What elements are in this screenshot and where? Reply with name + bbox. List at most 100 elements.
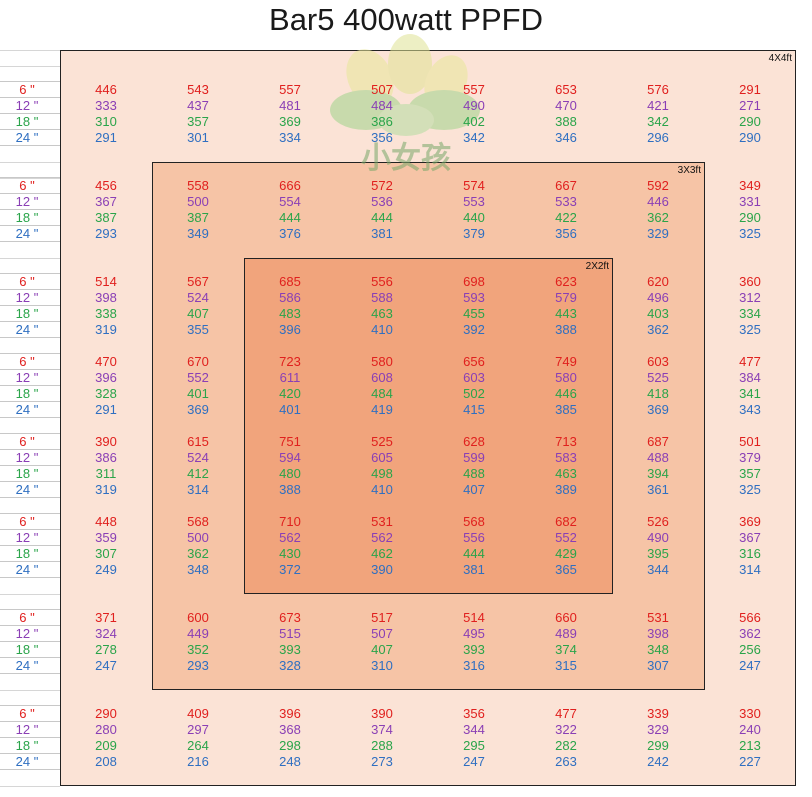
ppfd-value: 749 bbox=[555, 354, 577, 369]
ppfd-value: 319 bbox=[95, 322, 117, 337]
ppfd-value: 490 bbox=[647, 530, 669, 545]
ppfd-value: 524 bbox=[187, 450, 209, 465]
ppfd-value: 384 bbox=[739, 370, 761, 385]
ppfd-value: 365 bbox=[555, 562, 577, 577]
ppfd-value: 446 bbox=[647, 194, 669, 209]
ppfd-value: 496 bbox=[647, 290, 669, 305]
ppfd-value: 723 bbox=[279, 354, 301, 369]
ppfd-value: 352 bbox=[187, 642, 209, 657]
ppfd-value: 392 bbox=[463, 322, 485, 337]
ppfd-value: 533 bbox=[555, 194, 577, 209]
ppfd-value: 495 bbox=[463, 626, 485, 641]
ppfd-value: 594 bbox=[279, 450, 301, 465]
ppfd-value: 525 bbox=[647, 370, 669, 385]
ppfd-value: 412 bbox=[187, 466, 209, 481]
height-label: 6 " bbox=[19, 514, 35, 529]
ppfd-value: 374 bbox=[371, 722, 393, 737]
ppfd-value: 316 bbox=[739, 546, 761, 561]
ppfd-value: 448 bbox=[95, 514, 117, 529]
ppfd-value: 341 bbox=[739, 386, 761, 401]
ppfd-value: 600 bbox=[187, 610, 209, 625]
ppfd-value: 390 bbox=[371, 562, 393, 577]
ppfd-value: 484 bbox=[371, 98, 393, 113]
ppfd-value: 443 bbox=[555, 306, 577, 321]
ppfd-value: 368 bbox=[279, 722, 301, 737]
height-label: 12 " bbox=[15, 194, 39, 209]
height-label: 12 " bbox=[15, 450, 39, 465]
ppfd-value: 422 bbox=[555, 210, 577, 225]
ppfd-value: 526 bbox=[647, 514, 669, 529]
height-label: 12 " bbox=[15, 530, 39, 545]
ppfd-value: 330 bbox=[739, 706, 761, 721]
ppfd-value: 415 bbox=[463, 402, 485, 417]
ppfd-value: 543 bbox=[187, 82, 209, 97]
ppfd-value: 342 bbox=[647, 114, 669, 129]
ppfd-value: 356 bbox=[371, 130, 393, 145]
ppfd-value: 339 bbox=[647, 706, 669, 721]
height-label: 24 " bbox=[15, 562, 39, 577]
ppfd-value: 419 bbox=[371, 402, 393, 417]
ppfd-value: 348 bbox=[647, 642, 669, 657]
ppfd-value: 310 bbox=[371, 658, 393, 673]
ppfd-value: 398 bbox=[95, 290, 117, 305]
ppfd-value: 379 bbox=[463, 226, 485, 241]
ppfd-value: 348 bbox=[187, 562, 209, 577]
ppfd-value: 312 bbox=[739, 290, 761, 305]
ppfd-value: 557 bbox=[463, 82, 485, 97]
ppfd-value: 342 bbox=[463, 130, 485, 145]
ppfd-value: 562 bbox=[279, 530, 301, 545]
ppfd-value: 398 bbox=[647, 626, 669, 641]
height-label: 24 " bbox=[15, 322, 39, 337]
ppfd-value: 227 bbox=[739, 754, 761, 769]
ppfd-value: 387 bbox=[95, 210, 117, 225]
ppfd-value: 580 bbox=[555, 370, 577, 385]
ppfd-value: 583 bbox=[555, 450, 577, 465]
height-label: 24 " bbox=[15, 658, 39, 673]
ppfd-value: 369 bbox=[187, 402, 209, 417]
ppfd-value: 710 bbox=[279, 514, 301, 529]
ppfd-value: 213 bbox=[739, 738, 761, 753]
ppfd-value: 440 bbox=[463, 210, 485, 225]
ppfd-value: 608 bbox=[371, 370, 393, 385]
ppfd-value: 247 bbox=[95, 658, 117, 673]
ppfd-value: 698 bbox=[463, 274, 485, 289]
ppfd-value: 552 bbox=[555, 530, 577, 545]
height-label: 24 " bbox=[15, 402, 39, 417]
ppfd-value: 653 bbox=[555, 82, 577, 97]
ppfd-value: 498 bbox=[371, 466, 393, 481]
ppfd-value: 500 bbox=[187, 194, 209, 209]
ppfd-value: 388 bbox=[555, 322, 577, 337]
ppfd-value: 402 bbox=[463, 114, 485, 129]
ppfd-value: 462 bbox=[371, 546, 393, 561]
ppfd-value: 557 bbox=[279, 82, 301, 97]
ppfd-value: 344 bbox=[463, 722, 485, 737]
ppfd-value: 488 bbox=[647, 450, 669, 465]
ppfd-value: 381 bbox=[463, 562, 485, 577]
ppfd-value: 371 bbox=[95, 610, 117, 625]
ppfd-value: 331 bbox=[739, 194, 761, 209]
ppfd-value: 603 bbox=[647, 354, 669, 369]
height-label: 12 " bbox=[15, 98, 39, 113]
ppfd-value: 314 bbox=[187, 482, 209, 497]
ppfd-value: 477 bbox=[739, 354, 761, 369]
ppfd-value: 315 bbox=[555, 658, 577, 673]
height-label: 24 " bbox=[15, 130, 39, 145]
ppfd-value: 322 bbox=[555, 722, 577, 737]
ppfd-value: 576 bbox=[647, 82, 669, 97]
ppfd-value: 328 bbox=[95, 386, 117, 401]
ppfd-value: 444 bbox=[371, 210, 393, 225]
ppfd-value: 470 bbox=[555, 98, 577, 113]
height-label: 18 " bbox=[15, 466, 39, 481]
ppfd-value: 394 bbox=[647, 466, 669, 481]
ppfd-value: 566 bbox=[739, 610, 761, 625]
height-label: 18 " bbox=[15, 738, 39, 753]
ppfd-value: 568 bbox=[463, 514, 485, 529]
ppfd-value: 324 bbox=[95, 626, 117, 641]
ppfd-value: 586 bbox=[279, 290, 301, 305]
ppfd-value: 396 bbox=[95, 370, 117, 385]
ppfd-value: 307 bbox=[647, 658, 669, 673]
ppfd-value: 293 bbox=[95, 226, 117, 241]
ppfd-value: 367 bbox=[739, 530, 761, 545]
ppfd-value: 396 bbox=[279, 706, 301, 721]
ppfd-value: 395 bbox=[647, 546, 669, 561]
